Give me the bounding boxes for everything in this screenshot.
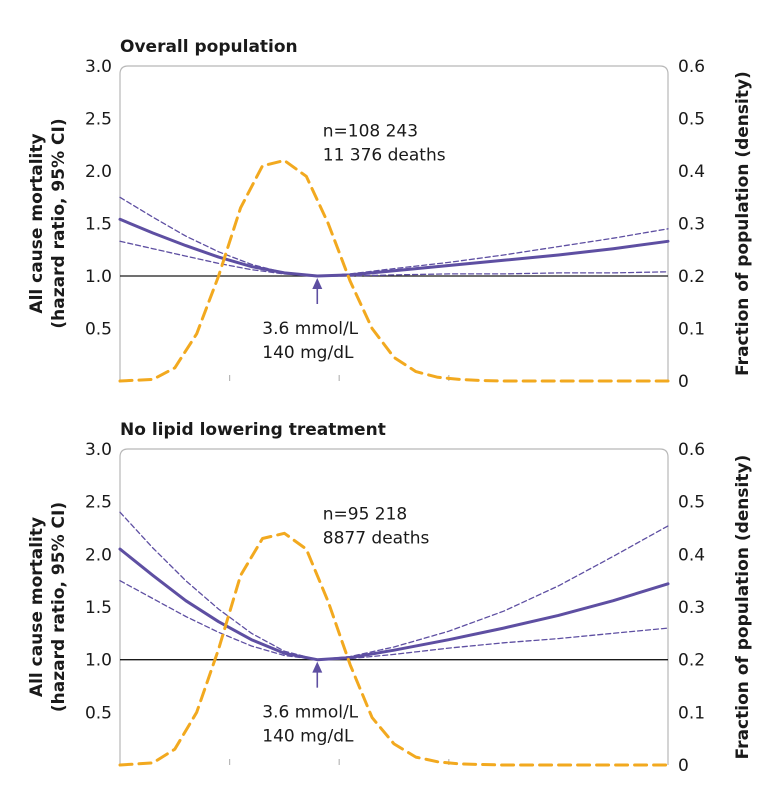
y2-tick-label: 0.5 [678,110,705,130]
plot-frame [119,65,669,381]
y-tick-label: 3.0 [85,57,112,77]
nadir-annotation: 140 mg/dL [262,343,354,363]
y-tick-label: 1.0 [85,267,112,287]
y2-tick-label: 0.3 [678,215,705,235]
y2-tick-label: 0.1 [678,320,705,340]
counts-annotation: 11 376 deaths [323,145,446,165]
y-tick-label: 1.5 [85,215,112,235]
y2-tick-label: 0.1 [678,703,705,723]
hazard-ratio-line [118,217,670,278]
panel-title: No lipid lowering treatment [120,420,386,440]
panel-title: Overall population [120,37,298,57]
y-axis-label: All cause mortality [27,517,47,697]
counts-annotation: n=95 218 [323,505,408,525]
nadir-annotation: 140 mg/dL [262,727,354,747]
y-axis-label: (hazard ratio, 95% CI) [49,118,69,328]
chart-panel-1: Overall population 3.0 2.5 2.0 1.5 1.0 0.5 0.6 0… [27,37,753,392]
y-tick-label: 1.0 [85,651,112,671]
y2-tick-label: 0.4 [678,162,705,182]
density-curve [118,159,670,383]
y2-tick-label: 0.6 [678,440,705,460]
y-tick-label: 2.0 [85,162,112,182]
counts-annotation: n=108 243 [323,121,418,141]
y-tick-label: 3.0 [85,440,112,460]
y-tick-label: 2.5 [85,110,112,130]
nadir-annotation: 3.6 mmol/L [262,703,358,723]
ci-upper-line [119,196,669,277]
density-curve [118,531,670,767]
y2-axis-label: Fraction of population (density) [733,71,753,376]
y-tick-label: 2.5 [85,493,112,513]
y2-tick-label: 0.3 [678,598,705,618]
y2-tick-label: 0.2 [678,651,705,671]
y-tick-label: 1.5 [85,598,112,618]
plot-frame [119,448,669,765]
ci-upper-line [119,511,669,661]
nadir-annotation: 3.6 mmol/L [262,319,358,339]
chart-panel-2: No lipid lowering treatment 3.0 2.5 2.0 1.5 1… [27,420,753,776]
y-tick-label: 0.5 [85,703,112,723]
ci-lower-line [119,580,669,661]
y2-tick-label: 0 [678,756,689,776]
hazard-ratio-line [118,547,670,662]
y-axis-label: (hazard ratio, 95% CI) [49,502,69,712]
ci-lower-line [119,240,669,277]
y2-tick-label: 0 [678,372,689,392]
y2-tick-label: 0.2 [678,267,705,287]
y2-tick-label: 0.6 [678,57,705,77]
nadir-arrow-head [312,661,323,673]
y2-tick-label: 0.4 [678,545,705,565]
nadir-arrow-head [312,278,323,289]
counts-annotation: 8877 deaths [323,529,430,549]
y-axis-label: All cause mortality [27,133,47,313]
y2-axis-label: Fraction of population (density) [733,455,753,760]
y-tick-label: 2.0 [85,545,112,565]
y2-tick-label: 0.5 [678,493,705,513]
y-tick-label: 0.5 [85,320,112,340]
